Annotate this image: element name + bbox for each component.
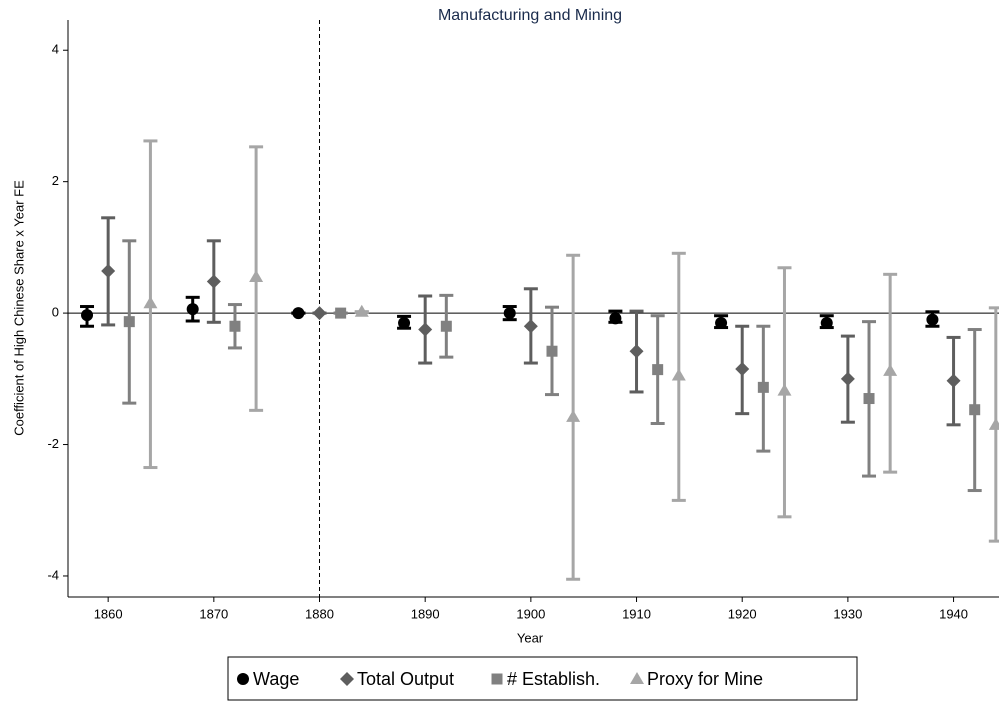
point: [523, 319, 538, 334]
point: [292, 307, 305, 320]
point: [312, 306, 327, 321]
legend-marker: [630, 672, 644, 684]
point: [671, 368, 686, 381]
point: [206, 274, 221, 289]
y-tick-label: 4: [52, 42, 59, 57]
legend-label: # Establish.: [507, 669, 600, 689]
point: [969, 404, 981, 416]
point: [735, 361, 750, 376]
point: [249, 269, 264, 282]
point: [629, 344, 644, 359]
y-axis-label: Coefficient of High Chinese Share x Year…: [11, 180, 26, 436]
point: [840, 371, 855, 386]
point: [81, 309, 94, 322]
y-tick-label: -2: [47, 436, 59, 451]
point: [609, 312, 622, 325]
point: [757, 381, 769, 393]
legend-label: Total Output: [357, 669, 454, 689]
x-axis-label: Year: [517, 630, 544, 645]
x-tick-label: 1940: [939, 606, 968, 621]
point: [354, 304, 369, 317]
point: [440, 320, 452, 332]
legend-label: Proxy for Mine: [647, 669, 763, 689]
point: [418, 322, 433, 337]
point: [820, 316, 833, 329]
chart-title: Manufacturing and Mining: [438, 7, 622, 24]
point: [546, 345, 558, 357]
point: [883, 363, 898, 376]
point: [777, 383, 792, 396]
legend-box: [227, 656, 858, 701]
x-tick-label: 1860: [94, 606, 123, 621]
y-tick-label: 0: [52, 305, 59, 320]
x-tick-label: 1920: [728, 606, 757, 621]
x-tick-label: 1880: [305, 606, 334, 621]
y-tick-label: 2: [52, 173, 59, 188]
point: [123, 316, 135, 328]
point: [229, 320, 241, 332]
point: [398, 316, 411, 329]
point: [503, 307, 516, 320]
point: [335, 307, 347, 319]
point: [988, 417, 999, 430]
legend-marker: [340, 672, 354, 686]
point: [143, 296, 158, 309]
point: [946, 373, 961, 388]
x-tick-label: 1930: [833, 606, 862, 621]
point: [186, 303, 199, 316]
x-tick-label: 1900: [516, 606, 545, 621]
x-tick-label: 1890: [411, 606, 440, 621]
legend-label: Wage: [253, 669, 299, 689]
point: [652, 364, 664, 376]
point: [863, 393, 875, 405]
point: [715, 316, 728, 329]
y-tick-label: -4: [47, 567, 59, 582]
legend-marker: [237, 673, 249, 685]
point: [101, 264, 116, 279]
x-tick-label: 1910: [622, 606, 651, 621]
point: [566, 409, 581, 422]
point: [926, 313, 939, 326]
legend-marker: [491, 673, 503, 685]
x-tick-label: 1870: [199, 606, 228, 621]
